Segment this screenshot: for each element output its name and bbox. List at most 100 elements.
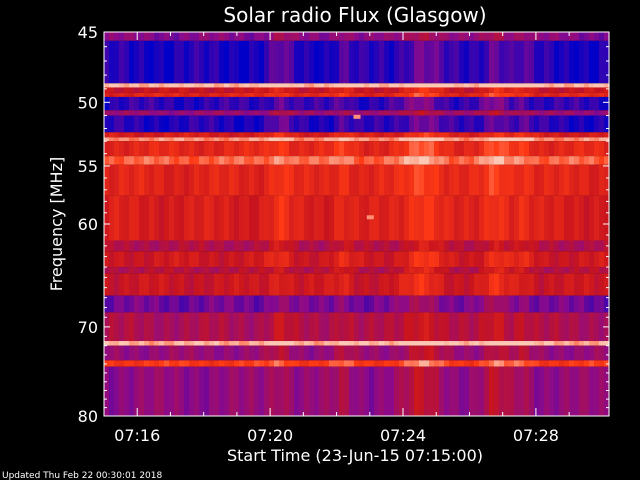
heat-cell [154, 83, 160, 88]
heat-cell [319, 273, 325, 296]
heat-cell [109, 40, 115, 84]
heat-cell [259, 240, 265, 252]
heat-cell [254, 345, 260, 361]
heat-cell [109, 132, 115, 138]
heat-cell [334, 40, 340, 84]
heat-cell [574, 312, 580, 342]
heat-cell [164, 360, 170, 367]
heat-cell [404, 40, 410, 84]
heat-cell [579, 40, 585, 84]
heat-cell [414, 295, 420, 313]
heat-cell [174, 195, 180, 241]
heat-cell [159, 137, 165, 142]
heat-cell [374, 273, 380, 296]
heat-cell [379, 87, 385, 93]
heat-cell [254, 312, 260, 342]
heat-cell [124, 40, 130, 84]
heat-cell [519, 267, 525, 274]
heat-cell [164, 83, 170, 88]
band-22 [104, 360, 610, 367]
heat-cell [344, 141, 350, 157]
heat-cell [439, 240, 445, 252]
heat-cell [334, 295, 340, 313]
band-15 [104, 251, 610, 268]
heat-cell [179, 115, 185, 133]
heat-cell [319, 141, 325, 157]
heat-cell [269, 195, 275, 241]
heat-cell [479, 312, 485, 342]
heat-cell [349, 240, 355, 252]
heat-cell [319, 240, 325, 252]
heat-cell [379, 366, 385, 416]
heat-cell [279, 132, 285, 138]
heat-cell [269, 360, 275, 367]
heat-cell [414, 92, 420, 97]
heat-cell [599, 341, 605, 346]
heat-cell [324, 87, 330, 93]
heat-cell [289, 141, 295, 157]
heat-cell [249, 360, 255, 367]
heat-cell [304, 273, 310, 296]
heat-cell [189, 83, 195, 88]
heat-cell [114, 141, 120, 157]
heat-cell [204, 295, 210, 313]
heat-cell [539, 132, 545, 138]
heat-cell [514, 132, 520, 138]
heat-cell [174, 83, 180, 88]
heat-cell [489, 360, 495, 367]
heat-cell [239, 312, 245, 342]
heat-cell [399, 341, 405, 346]
heat-cell [189, 345, 195, 361]
heat-cell [464, 40, 470, 84]
heat-cell [109, 164, 115, 196]
heat-cell [184, 345, 190, 361]
heat-cell [574, 40, 580, 84]
heat-cell [584, 137, 590, 142]
heat-cell [559, 110, 565, 116]
heat-cell [449, 92, 455, 97]
heat-cell [319, 341, 325, 346]
heat-cell [344, 295, 350, 313]
heat-cell [474, 195, 480, 241]
heat-cell [494, 360, 500, 367]
heat-cell [494, 32, 500, 41]
heat-cell [289, 251, 295, 268]
heat-cell [339, 366, 345, 416]
heat-cell [354, 251, 360, 268]
heat-cell [259, 96, 265, 111]
heat-cell [239, 295, 245, 313]
heat-cell [239, 164, 245, 196]
heat-cell [524, 110, 530, 116]
heat-cell [464, 87, 470, 93]
heat-cell [174, 137, 180, 142]
heat-cell [504, 132, 510, 138]
heat-cell [169, 345, 175, 361]
heat-cell [459, 132, 465, 138]
heat-cell [244, 240, 250, 252]
heat-cell [334, 360, 340, 367]
heat-cell [254, 240, 260, 252]
heat-cell [454, 273, 460, 296]
heat-cell [229, 83, 235, 88]
heat-cell [219, 141, 225, 157]
heat-cell [159, 87, 165, 93]
heat-cell [189, 267, 195, 274]
heat-cell [474, 295, 480, 313]
heat-cell [234, 141, 240, 157]
heat-cell [334, 273, 340, 296]
heat-cell [214, 92, 220, 97]
heat-cell [604, 96, 610, 111]
heat-cell [349, 83, 355, 88]
heat-cell [394, 360, 400, 367]
heat-cell [149, 240, 155, 252]
heat-cell [324, 366, 330, 416]
heat-cell [399, 295, 405, 313]
heat-cell [559, 366, 565, 416]
heat-cell [419, 110, 425, 116]
heat-cell [169, 240, 175, 252]
heat-cell [134, 87, 140, 93]
heat-cell [554, 273, 560, 296]
heat-cell [409, 251, 415, 268]
heat-cell [469, 251, 475, 268]
heat-cell [394, 366, 400, 416]
